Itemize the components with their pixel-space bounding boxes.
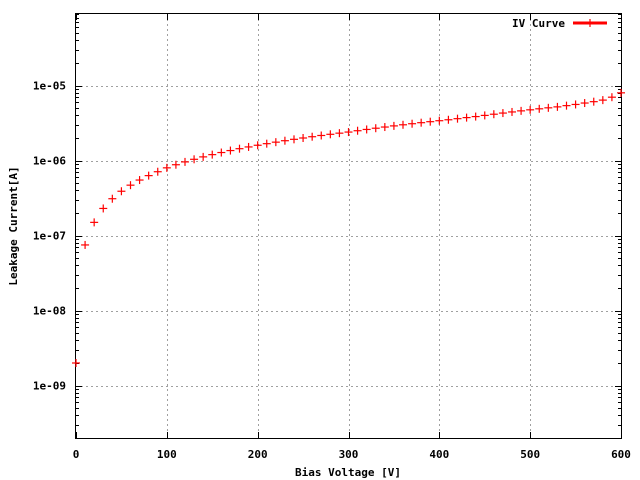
data-point (217, 148, 226, 157)
data-point (135, 176, 144, 185)
data-point (426, 117, 435, 126)
data-point (144, 171, 153, 180)
data-point (544, 103, 553, 112)
grid-layer (76, 14, 621, 438)
data-point (489, 110, 498, 119)
data-point (453, 114, 462, 123)
data-point (162, 163, 171, 172)
data-point (299, 133, 308, 142)
x-tick-label: 500 (520, 448, 540, 461)
legend-marker-sample (586, 19, 594, 27)
x-tick-label: 100 (157, 448, 177, 461)
data-point (389, 121, 398, 130)
data-points (72, 88, 625, 367)
x-tick-label: 300 (339, 448, 359, 461)
data-point (72, 358, 80, 367)
data-point (199, 152, 208, 161)
x-axis-label: Bias Voltage [V] (295, 466, 401, 479)
data-point (607, 93, 616, 102)
data-point (153, 167, 162, 176)
y-tick-labels: 1e-09 1e-08 1e-07 1e-06 1e-05 (33, 80, 66, 393)
data-point (108, 194, 117, 203)
data-point (208, 150, 217, 159)
data-point (480, 111, 489, 120)
x-tick-label: 200 (248, 448, 268, 461)
plot-frame (75, 13, 622, 439)
legend-label: IV Curve (512, 17, 565, 30)
data-point (190, 155, 199, 164)
data-point (280, 136, 289, 145)
data-point (589, 97, 598, 106)
data-point (435, 116, 444, 125)
data-point (399, 120, 407, 129)
data-point (371, 124, 380, 133)
data-point (126, 181, 135, 190)
x-tick-label: 400 (429, 448, 449, 461)
data-point (226, 146, 235, 155)
data-point (81, 240, 90, 249)
data-point (562, 101, 571, 110)
data-point (326, 130, 335, 139)
data-point (598, 96, 607, 105)
ticks-layer (76, 14, 622, 439)
y-tick-label: 1e-06 (33, 155, 66, 168)
data-point (99, 204, 108, 213)
data-point (380, 123, 389, 132)
data-point (408, 119, 417, 128)
data-point (335, 129, 344, 138)
legend: IV Curve (512, 17, 607, 30)
data-point (417, 118, 426, 127)
y-tick-label: 1e-07 (33, 230, 66, 243)
data-point (508, 107, 516, 116)
data-point (317, 131, 326, 140)
data-point (362, 125, 371, 134)
x-tick-labels: 0 100 200 300 400 500 600 (73, 448, 631, 461)
data-point (117, 187, 126, 196)
data-point (290, 135, 298, 144)
data-point (526, 105, 535, 114)
data-point (90, 218, 99, 227)
x-tick-label: 0 (73, 448, 80, 461)
data-point (517, 106, 526, 115)
data-point (262, 139, 271, 148)
data-point (308, 132, 317, 141)
data-point (235, 144, 244, 153)
data-point (344, 128, 353, 137)
data-point (617, 88, 625, 97)
data-point (444, 115, 453, 124)
data-point (181, 157, 189, 166)
data-point (244, 142, 253, 151)
data-point (271, 138, 280, 147)
data-point (580, 99, 589, 108)
data-point (462, 113, 471, 122)
data-point (553, 102, 562, 111)
data-point (253, 141, 262, 150)
y-axis-label: Leakage Current[A] (7, 166, 20, 285)
data-point (535, 104, 544, 113)
x-tick-label: 600 (611, 448, 631, 461)
data-point (498, 109, 507, 118)
data-point (353, 126, 362, 135)
y-tick-label: 1e-08 (33, 305, 66, 318)
y-tick-label: 1e-05 (33, 80, 66, 93)
data-point (471, 112, 480, 121)
data-point (171, 160, 180, 169)
y-tick-label: 1e-09 (33, 380, 66, 393)
data-point (571, 100, 580, 109)
